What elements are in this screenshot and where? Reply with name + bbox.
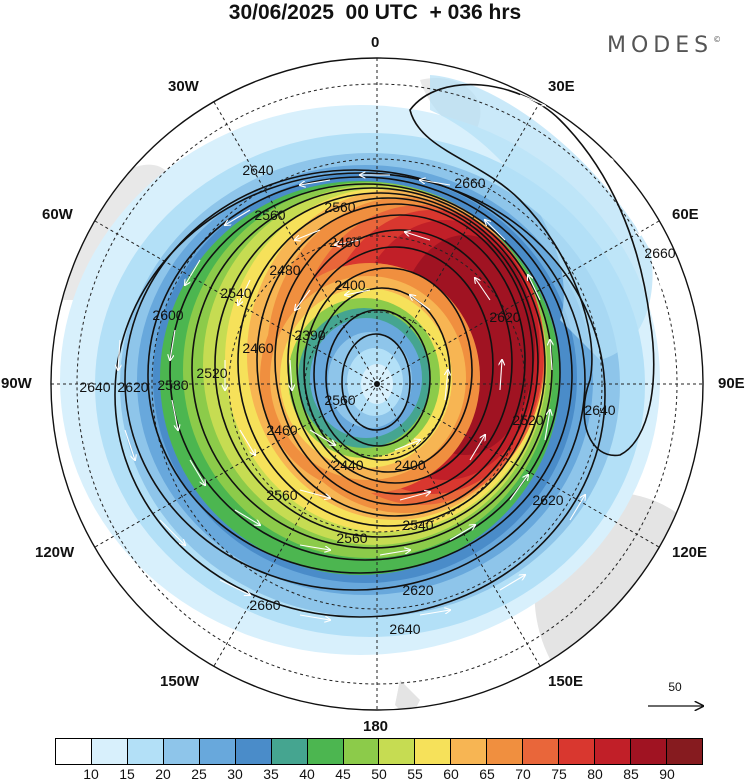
contour-label: 2620: [117, 379, 148, 395]
contour-labels: 2640 2560 2560 2480 2480 2540 2400 2600 …: [79, 162, 675, 637]
map-border: [50, 57, 704, 711]
wind-scale-label: 50: [668, 680, 682, 694]
colorbar-swatch: [666, 739, 702, 764]
lon-label-90w: 90W: [1, 375, 32, 392]
contour-label: 2520: [196, 365, 227, 381]
colorbar-swatch: [91, 739, 128, 764]
contour-label: 2400: [334, 277, 365, 293]
contour-label: 2460: [266, 422, 297, 438]
contour-label: 2620: [489, 309, 520, 325]
lon-label-90e: 90E: [718, 375, 745, 392]
colorbar: [55, 738, 703, 765]
colorbar-swatch: [523, 739, 560, 764]
colorbar-tick-label: 65: [479, 766, 495, 782]
contour-label: 2560: [336, 530, 367, 546]
lon-label-0: 0: [371, 34, 380, 51]
lon-label-150e: 150E: [548, 673, 584, 690]
contour-label: 2480: [269, 262, 300, 278]
colorbar-swatch: [307, 739, 344, 764]
colorbar-tick-label: 30: [227, 766, 243, 782]
colorbar-tick-label: 45: [335, 766, 351, 782]
colorbar-tick-label: 15: [119, 766, 135, 782]
colorbar-tick-label: 60: [443, 766, 459, 782]
contour-label: 2640: [584, 402, 615, 418]
wind-scale: 50: [645, 680, 705, 694]
colorbar-tick-label: 50: [371, 766, 387, 782]
colorbar-swatch: [379, 739, 416, 764]
contour-label: 2390: [294, 327, 325, 343]
lon-label-60e: 60E: [672, 206, 699, 223]
colorbar-tick-label: 90: [659, 766, 675, 782]
brand-mark: ©: [713, 35, 722, 44]
contour-label: 2560: [266, 487, 297, 503]
colorbar-swatch: [163, 739, 200, 764]
colorbar-swatch: [127, 739, 164, 764]
contour-label: 2440: [332, 457, 363, 473]
colorbar-labels: 10 15 20 25 30 35 40 45 50 55 60 65 70 75 80 85 90: [55, 766, 703, 782]
colorbar-tick-label: 55: [407, 766, 423, 782]
lon-label-180: 180: [363, 718, 389, 735]
brand-name: MODES: [607, 33, 714, 58]
polar-map: 2640 2560 2560 2480 2480 2540 2400 2600 …: [50, 57, 750, 735]
contour-label: 2660: [644, 245, 675, 261]
colorbar-swatch: [595, 739, 631, 764]
contour-label: 2560: [324, 392, 355, 408]
map-title: 30/06/2025 00 UTC + 036 hrs: [228, 1, 522, 24]
contour-label: 2640: [242, 162, 273, 178]
colorbar-swatch: [199, 739, 236, 764]
height-contours: [114, 83, 655, 618]
colorbar-swatch: [235, 739, 272, 764]
lon-label-30e: 30E: [548, 78, 575, 95]
lon-label-120e: 120E: [672, 544, 708, 561]
colorbar-tick-label: 40: [299, 766, 315, 782]
colorbar-tick-label: 70: [515, 766, 531, 782]
colorbar-swatch: [451, 739, 488, 764]
lon-label-150w: 150W: [160, 673, 200, 690]
land-new-zealand: [395, 680, 420, 710]
lon-label-30w: 30W: [168, 78, 199, 95]
colorbar-swatch: [487, 739, 524, 764]
contour-label: 2580: [157, 377, 188, 393]
contour-label: 2480: [329, 234, 360, 250]
colorbar-tick-label: 85: [623, 766, 639, 782]
colorbar-tick-label: 25: [191, 766, 207, 782]
colorbar-swatch: [56, 739, 92, 764]
contour-label: 2620: [532, 492, 563, 508]
south-pole-dot: [374, 381, 380, 387]
contour-label: 2460: [242, 340, 273, 356]
colorbar-swatch: [631, 739, 667, 764]
contour-label: 2620: [402, 582, 433, 598]
colorbar-tick-label: 35: [263, 766, 279, 782]
contour-label: 2560: [324, 199, 355, 215]
lon-label-60w: 60W: [42, 206, 73, 223]
lon-label-120w: 120W: [35, 544, 75, 561]
colorbar-tick-label: 80: [587, 766, 603, 782]
colorbar-swatch: [271, 739, 308, 764]
contour-label: 2660: [454, 175, 485, 191]
contour-label: 2640: [389, 621, 420, 637]
brand-logo: MODES©: [607, 33, 721, 58]
colorbar-tick-label: 20: [155, 766, 171, 782]
contour-label: 2520: [512, 412, 543, 428]
colorbar-swatch: [559, 739, 596, 764]
colorbar-tick-label: 10: [83, 766, 99, 782]
colorbar-swatch: [343, 739, 380, 764]
contour-label: 2540: [402, 517, 433, 533]
contour-label: 2640: [79, 379, 110, 395]
contour-label: 2560: [254, 207, 285, 223]
colorbar-swatch: [415, 739, 452, 764]
contour-label: 2600: [152, 307, 183, 323]
colorbar-tick-label: 75: [551, 766, 567, 782]
contour-label: 2660: [249, 597, 280, 613]
wind-vectors: [118, 94, 662, 620]
contour-label: 2400: [394, 457, 425, 473]
contour-label: 2540: [220, 285, 251, 301]
